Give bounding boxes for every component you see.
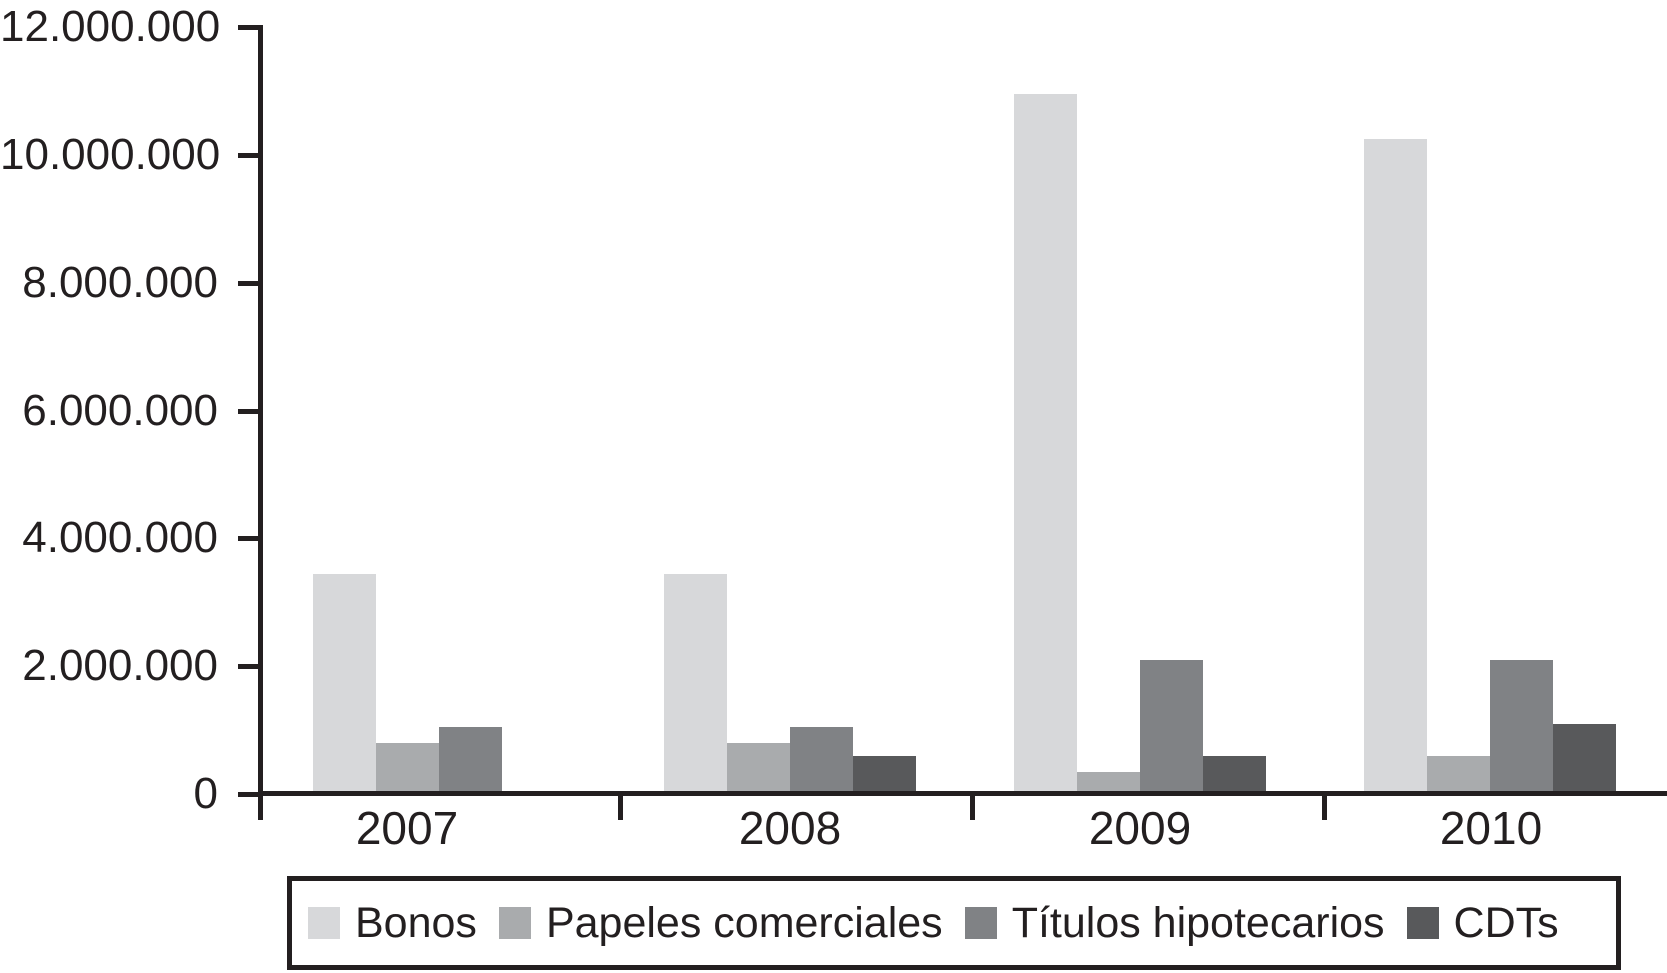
y-tick-label: 6.000.000 (22, 386, 218, 435)
y-tick-label: 8.000.000 (22, 258, 218, 307)
legend-label-papeles-comerciales: Papeles comerciales (545, 899, 943, 947)
x-axis-label-2009: 2009 (1088, 802, 1192, 854)
legend: Bonos Papeles comerciales Títulos hipoteca… (287, 876, 1621, 970)
bar-titulos-hipotecarios-2008 (790, 727, 853, 791)
legend-swatch-titulos-hipotecarios (964, 907, 997, 939)
bar-bonos-2010 (1364, 139, 1427, 791)
y-tick-label: 10.000.000 (0, 130, 221, 179)
legend-item-titulos-hipotecarios: Títulos hipotecarios (964, 899, 1385, 947)
bar-titulos-hipotecarios-2009 (1140, 660, 1203, 791)
x-axis-label-2007: 2007 (355, 802, 459, 854)
y-axis-tick (238, 281, 263, 286)
bar-cdts-2008 (853, 756, 916, 791)
bar-titulos-hipotecarios-2007 (439, 727, 502, 791)
legend-swatch-papeles-comerciales (498, 907, 531, 939)
bar-titulos-hipotecarios-2010 (1490, 660, 1553, 791)
x-axis-tick (970, 791, 975, 820)
bar-papeles-comerciales-2008 (727, 743, 790, 791)
y-tick-label: 4.000.000 (22, 513, 218, 562)
legend-item-cdts: CDTs (1406, 899, 1559, 947)
legend-label-bonos: Bonos (355, 899, 477, 947)
x-axis-label-2010: 2010 (1439, 802, 1543, 854)
bar-bonos-2007 (313, 574, 376, 791)
bar-papeles-comerciales-2007 (376, 743, 439, 791)
y-axis-tick (238, 792, 263, 797)
y-axis-tick (238, 153, 263, 158)
legend-swatch-bonos (308, 907, 340, 939)
x-axis-tick (258, 791, 263, 820)
legend-label-cdts: CDTs (1453, 899, 1559, 947)
bar-cdts-2010 (1553, 724, 1616, 791)
bar-papeles-comerciales-2009 (1077, 772, 1140, 791)
legend-label-titulos-hipotecarios: Títulos hipotecarios (1011, 899, 1385, 947)
y-tick-label: 12.000.000 (0, 2, 221, 51)
bar-papeles-comerciales-2010 (1427, 756, 1490, 791)
bar-bonos-2008 (664, 574, 727, 791)
y-axis-line (258, 25, 263, 820)
y-axis-tick (238, 409, 263, 414)
bar-bonos-2009 (1014, 94, 1077, 791)
x-axis-label-2008: 2008 (738, 802, 842, 854)
legend-item-bonos: Bonos (308, 899, 477, 947)
x-axis-tick (618, 791, 623, 820)
legend-item-papeles-comerciales: Papeles comerciales (498, 899, 943, 947)
legend-swatch-cdts (1406, 907, 1439, 939)
y-axis-tick (238, 25, 263, 30)
x-axis-line (258, 791, 1667, 796)
y-axis-tick (238, 664, 263, 669)
y-tick-label: 2.000.000 (22, 641, 218, 690)
y-axis-tick (238, 536, 263, 541)
x-axis-tick (1322, 791, 1327, 820)
bar-cdts-2009 (1203, 756, 1266, 791)
y-tick-label: 0 (193, 769, 218, 818)
